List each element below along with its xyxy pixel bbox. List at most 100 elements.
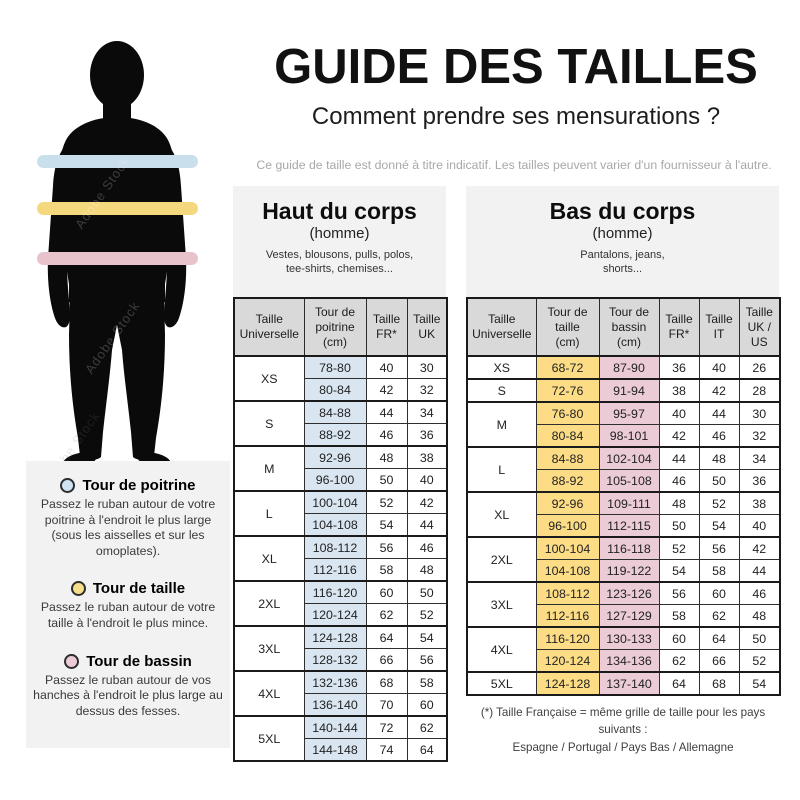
value-cell: 102-104 <box>598 446 660 470</box>
value-cell: 105-108 <box>598 469 660 493</box>
value-cell: 88-92 <box>303 423 367 447</box>
value-cell: 64 <box>698 626 740 650</box>
legend-title: Tour de bassin <box>86 652 192 670</box>
chest-measure-band <box>37 155 198 168</box>
value-cell: 48 <box>406 558 448 582</box>
value-cell: 100-104 <box>535 536 600 560</box>
value-cell: 30 <box>406 355 448 379</box>
value-cell: 52 <box>698 491 740 515</box>
value-cell: 48 <box>365 445 408 469</box>
value-cell: 56 <box>658 581 700 605</box>
value-cell: 46 <box>698 424 740 448</box>
value-cell: 36 <box>738 469 781 493</box>
size-cell: 2XL <box>466 536 537 583</box>
value-cell: 92-96 <box>535 491 600 515</box>
value-cell: 108-112 <box>303 535 367 559</box>
legend-item-taille: Tour de taille Passez le ruban autour de… <box>32 580 224 631</box>
value-cell: 46 <box>365 423 408 447</box>
legend-head: Tour de taille <box>32 580 224 597</box>
value-cell: 38 <box>738 491 781 515</box>
lower-body-description: Pantalons, jeans, shorts... <box>580 249 665 276</box>
value-cell: 40 <box>698 355 740 380</box>
value-cell: 116-120 <box>303 580 367 604</box>
chest-color-dot-icon <box>60 478 76 493</box>
value-cell: 34 <box>738 446 781 470</box>
column-header: Taille FR* <box>658 297 700 357</box>
value-cell: 95-97 <box>598 401 660 425</box>
value-cell: 91-94 <box>598 378 660 403</box>
value-cell: 50 <box>365 468 408 492</box>
value-cell: 62 <box>406 715 448 739</box>
value-cell: 88-92 <box>535 469 600 493</box>
value-cell: 44 <box>406 513 448 537</box>
value-cell: 58 <box>698 559 740 583</box>
value-cell: 80-84 <box>535 424 600 448</box>
legend-item-bassin: Tour de bassin Passez le ruban autour de… <box>32 653 224 720</box>
value-cell: 42 <box>738 536 781 560</box>
value-cell: 124-128 <box>303 625 367 649</box>
value-cell: 52 <box>658 536 700 560</box>
silhouette-head <box>90 41 144 109</box>
footnote-line2: Espagne / Portugal / Pays Bas / Allemagn… <box>512 740 734 754</box>
value-cell: 58 <box>406 670 448 694</box>
value-cell: 58 <box>365 558 408 582</box>
body-silhouette-figure: Adobe Stock Adobe Stock Adobe Stock <box>0 0 232 487</box>
upper-body-size-table: Taille Universelle Tour de poitrine (cm) T… <box>233 297 448 762</box>
value-cell: 104-108 <box>303 513 367 537</box>
size-cell: S <box>233 400 305 447</box>
value-cell: 76-80 <box>535 401 600 425</box>
footnote: (*) Taille Française = même grille de ta… <box>458 704 788 756</box>
value-cell: 50 <box>406 580 448 604</box>
column-header: Taille FR* <box>365 297 408 357</box>
value-cell: 116-118 <box>598 536 660 560</box>
legend-description: Passez le ruban autour de votre poitrine… <box>40 497 216 558</box>
value-cell: 132-136 <box>303 670 367 694</box>
size-cell: XL <box>466 491 537 538</box>
upper-body-description: Vestes, blousons, pulls, polos, tee-shir… <box>265 249 414 276</box>
legend-title: Tour de taille <box>92 580 186 598</box>
value-cell: 68 <box>365 670 408 694</box>
value-cell: 87-90 <box>598 355 660 380</box>
value-cell: 84-88 <box>303 400 367 424</box>
column-header: Tour de poitrine (cm) <box>303 297 367 357</box>
value-cell: 128-132 <box>303 648 367 672</box>
value-cell: 46 <box>738 581 781 605</box>
value-cell: 109-111 <box>598 491 660 515</box>
value-cell: 54 <box>698 514 740 538</box>
size-cell: 3XL <box>233 625 305 672</box>
value-cell: 38 <box>406 445 448 469</box>
hips-color-dot-icon <box>64 653 80 669</box>
column-header: Tour de bassin (cm) <box>598 297 660 357</box>
value-cell: 74 <box>365 738 408 762</box>
value-cell: 40 <box>658 401 700 425</box>
size-cell: XS <box>466 355 537 380</box>
value-cell: 124-128 <box>535 671 600 696</box>
value-cell: 48 <box>658 491 700 515</box>
value-cell: 40 <box>406 468 448 492</box>
value-cell: 42 <box>406 490 448 514</box>
value-cell: 80-84 <box>303 378 367 402</box>
size-cell: 5XL <box>466 671 537 696</box>
value-cell: 68-72 <box>535 355 600 380</box>
value-cell: 42 <box>698 378 740 403</box>
value-cell: 60 <box>698 581 740 605</box>
disclaimer-text: Ce guide de taille est donné à titre ind… <box>256 158 772 172</box>
value-cell: 104-108 <box>535 559 600 583</box>
upper-body-subtitle: (homme) <box>309 225 370 242</box>
value-cell: 46 <box>406 535 448 559</box>
value-cell: 108-112 <box>535 581 600 605</box>
column-header: Taille Universelle <box>233 297 305 357</box>
value-cell: 44 <box>698 401 740 425</box>
value-cell: 54 <box>738 671 781 696</box>
silhouette-right-arm <box>162 143 187 328</box>
value-cell: 58 <box>658 604 700 628</box>
value-cell: 144-148 <box>303 738 367 762</box>
size-cell: L <box>233 490 305 537</box>
value-cell: 112-115 <box>598 514 660 538</box>
value-cell: 42 <box>658 424 700 448</box>
value-cell: 92-96 <box>303 445 367 469</box>
size-cell: M <box>233 445 305 492</box>
legend-head: Tour de bassin <box>32 653 224 670</box>
value-cell: 28 <box>738 378 781 403</box>
legend-title: Tour de poitrine <box>82 477 196 494</box>
